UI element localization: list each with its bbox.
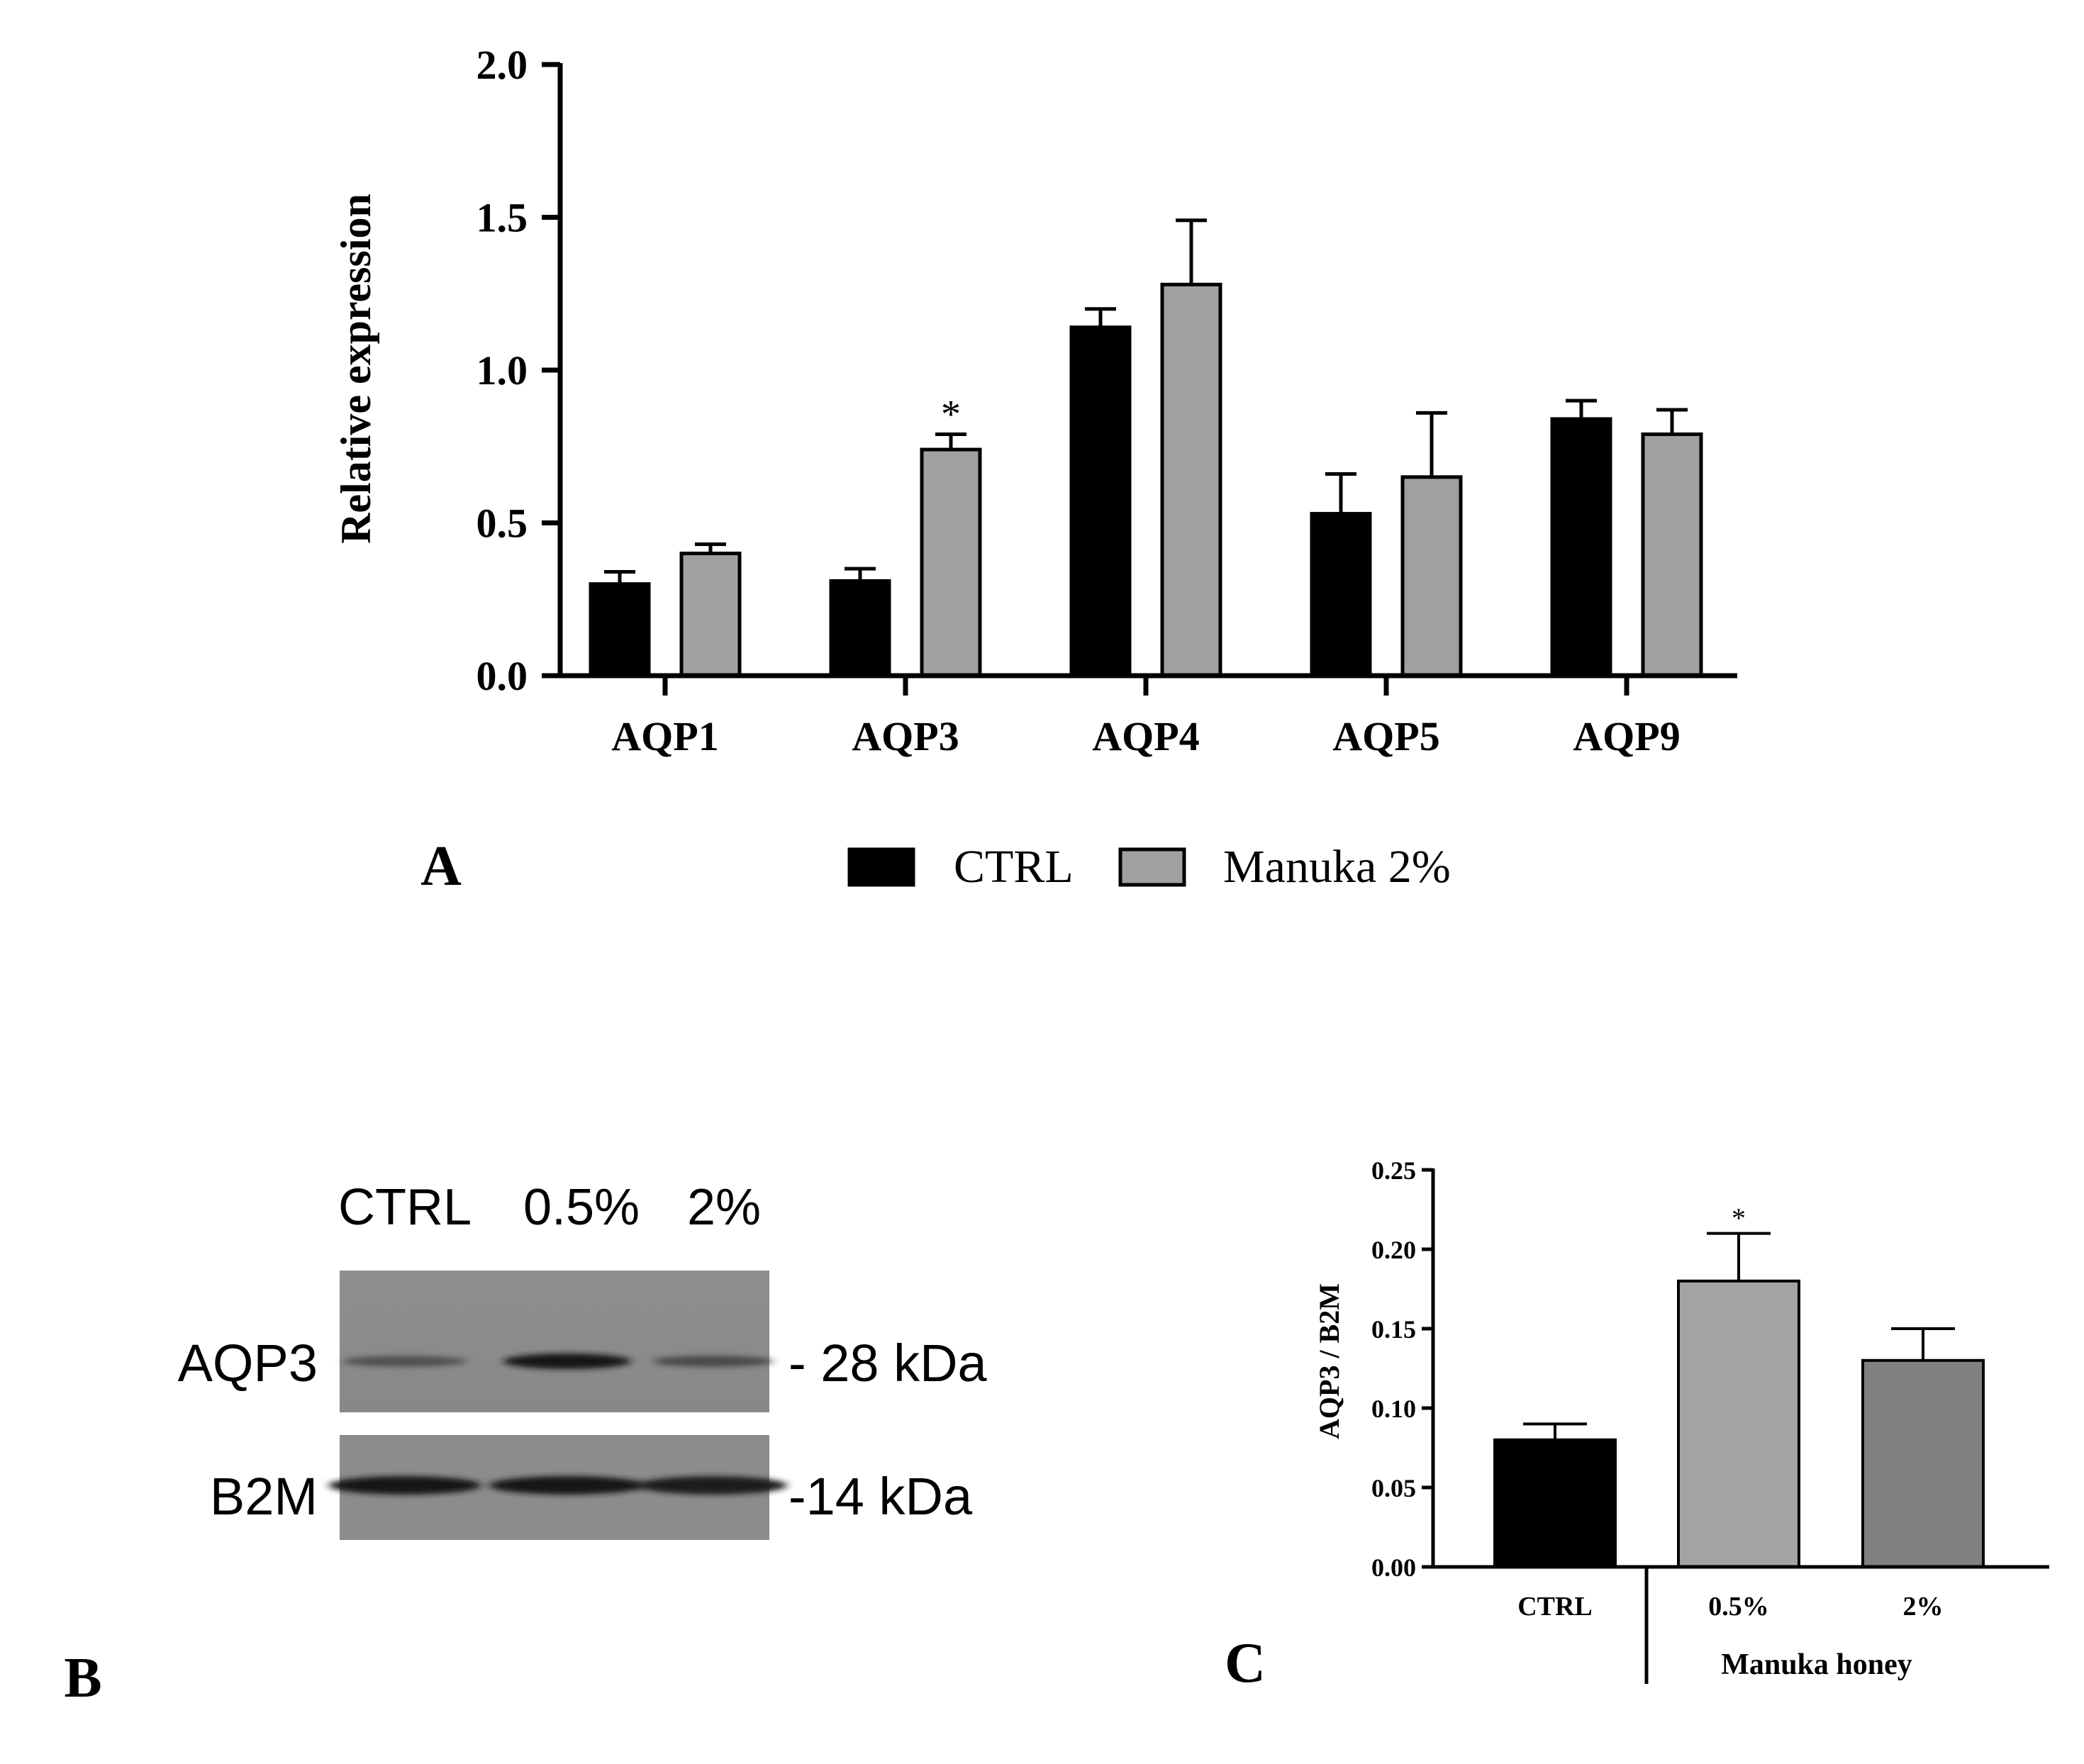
blot-band <box>503 1353 631 1369</box>
panel-c-label: C <box>1225 1632 1266 1695</box>
panel-a-y-tick-label: 1.0 <box>477 347 528 393</box>
panel-c-y-tick-label: 0.25 <box>1371 1156 1416 1185</box>
panel-a-bar <box>1160 282 1222 678</box>
panel-a-bar <box>1641 432 1703 678</box>
panel-a-significance-marker: * <box>941 393 961 437</box>
legend-label: CTRL <box>954 841 1074 893</box>
panel-a-bar <box>829 579 891 678</box>
panel-c-significance-marker: * <box>1732 1202 1746 1234</box>
panel-a-label: A <box>420 835 462 898</box>
panel-a-y-tick-label: 2.0 <box>477 42 528 88</box>
panel-c-y-tick-label: 0.05 <box>1371 1474 1416 1502</box>
panel-a-x-tick-label: AQP4 <box>1092 713 1199 759</box>
blot-aqp3-membrane <box>340 1271 769 1412</box>
panel-a-x-tick-label: AQP9 <box>1573 713 1680 759</box>
panel-b-western-blot: CTRL 0.5% 2% AQP3 - 28 kDa B2M -14 kDa B <box>64 1179 987 1709</box>
panel-a-bar <box>1069 325 1132 678</box>
blot-protein-label: B2M <box>210 1467 318 1526</box>
legend-label: Manuka 2% <box>1223 841 1451 893</box>
blot-size-label: - 28 kDa <box>789 1334 988 1392</box>
panel-a-chart: * 0.0 0.5 1.0 1.5 2.0 AQP1 AQP3 AQP4 AQP5 AQP9 Re… <box>333 42 1737 898</box>
panel-a-bar <box>1310 512 1372 678</box>
panel-c-y-tick-label: 0.15 <box>1371 1315 1416 1344</box>
panel-c-bar <box>1493 1438 1617 1569</box>
panel-c-x-tick-label: 2% <box>1903 1592 1944 1621</box>
panel-a-y-tick-label: 1.5 <box>477 195 528 241</box>
panel-a-bar <box>679 552 742 678</box>
panel-c-y-tick-label: 0.20 <box>1371 1236 1416 1264</box>
panel-a-y-tick-label: 0.0 <box>477 653 528 699</box>
panel-c-group-label: Manuka honey <box>1721 1648 1912 1681</box>
blot-band <box>342 1356 467 1367</box>
blot-band <box>328 1476 481 1495</box>
panel-a-y-axis-label: Relative expression <box>333 194 379 544</box>
blot-protein-label: AQP3 <box>178 1334 318 1392</box>
blot-lane-label: CTRL <box>338 1179 472 1236</box>
legend-swatch <box>1118 847 1186 887</box>
blot-band <box>638 1476 787 1495</box>
panel-a-x-tick-label: AQP5 <box>1332 713 1439 759</box>
panel-a-legend: CTRL Manuka 2% <box>847 841 1451 893</box>
panel-c-x-tick-label: CTRL <box>1517 1592 1593 1621</box>
panel-c-y-tick-label: 0.10 <box>1371 1395 1416 1423</box>
panel-c-bar <box>1861 1358 1985 1569</box>
panel-c-x-tick-label: 0.5% <box>1708 1592 1769 1621</box>
panel-a-x-tick-label: AQP1 <box>611 713 718 759</box>
panel-a-bar <box>920 447 982 678</box>
blot-lane-label: 2% <box>687 1179 761 1236</box>
blot-size-label: -14 kDa <box>789 1467 973 1526</box>
blot-band <box>652 1356 773 1367</box>
panel-a-bar <box>1400 475 1463 678</box>
panel-c-y-tick-label: 0.00 <box>1371 1553 1416 1582</box>
panel-c-bar <box>1677 1279 1800 1569</box>
blot-lane-label: 0.5% <box>523 1179 640 1236</box>
panel-c-chart: * 0.00 0.05 0.10 0.15 0.20 0.25 CTRL 0.5% 2% AQP… <box>1225 1156 2049 1695</box>
blot-band <box>489 1476 645 1495</box>
panel-a-y-tick-label: 0.5 <box>477 501 528 547</box>
panel-c-y-axis-label: AQP3 / B2M <box>1313 1283 1345 1439</box>
panel-a-x-tick-label: AQP3 <box>852 713 959 759</box>
panel-a-bar <box>1550 417 1612 678</box>
panel-a-bar <box>589 582 651 678</box>
legend-swatch <box>847 847 915 887</box>
panel-b-label: B <box>64 1647 101 1709</box>
